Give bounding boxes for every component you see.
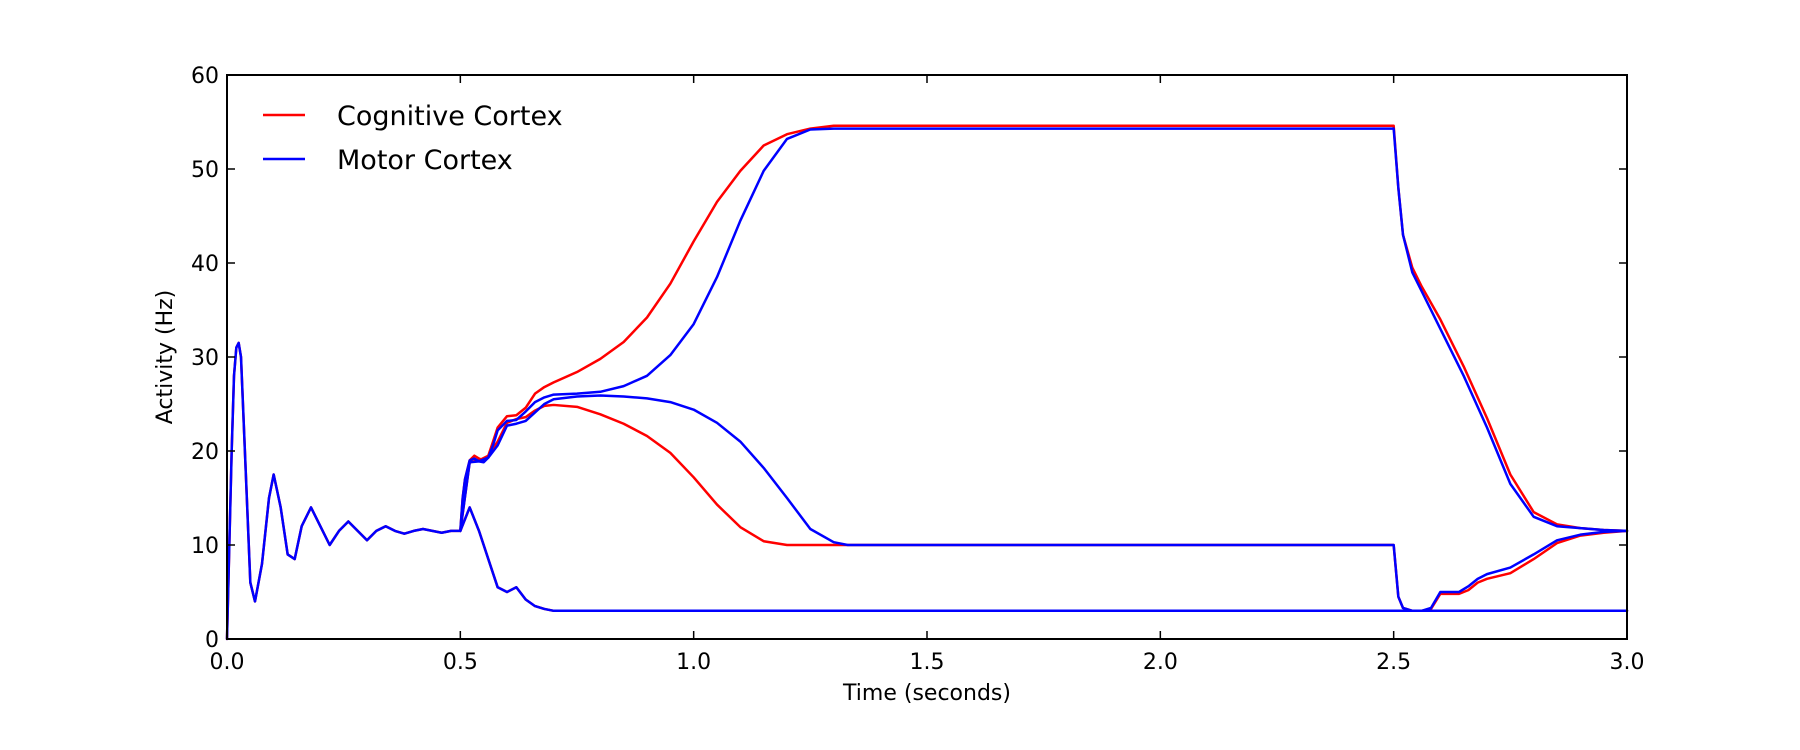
y-tick-label: 0 [205,628,219,653]
x-tick-label: 1.0 [676,650,711,675]
x-tick-label: 0.5 [443,650,478,675]
series-line-motor-cortex-5 [459,506,1629,613]
x-tick-label: 2.0 [1143,650,1178,675]
series-line-cognitive-cortex-1 [225,124,1629,641]
y-tick-label: 20 [191,440,219,465]
series-line-motor-cortex-4 [225,127,1629,641]
series-line-cognitive-cortex-2 [459,506,1629,613]
axis-ticks: 0.0 0.5 1.0 1.5 2.0 2.5 3.0 0 10 20 30 40 50 60 [191,64,1645,675]
x-tick-label: 3.0 [1610,650,1645,675]
legend-label: Motor Cortex [337,145,513,176]
series-line-cognitive-cortex-3 [459,403,1629,613]
x-axis-label: Time (seconds) [842,681,1011,706]
series-layer [225,124,1629,641]
y-tick-label: 50 [191,158,219,183]
y-tick-label: 10 [191,534,219,559]
series-line-motor-cortex-6 [459,394,1629,613]
x-tick-label: 2.5 [1376,650,1411,675]
y-tick-label: 60 [191,64,219,89]
x-tick-label: 1.5 [910,650,945,675]
y-tick-label: 40 [191,252,219,277]
y-tick-label: 30 [191,346,219,371]
x-tick-label: 0.0 [210,650,245,675]
legend: Cognitive Cortex Motor Cortex [263,101,563,176]
y-axis-label: Activity (Hz) [153,290,178,425]
legend-label: Cognitive Cortex [337,101,563,132]
